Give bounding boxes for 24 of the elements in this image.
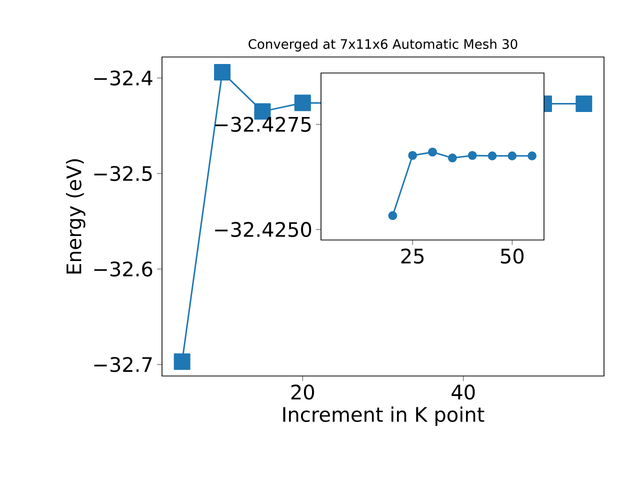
point (508, 151, 517, 160)
x-tick-label: 25 (401, 248, 424, 264)
y-tick-label: −32.6 (94, 261, 152, 277)
point (408, 151, 418, 160)
y-tick-label: −32.4 (94, 70, 152, 86)
point (388, 211, 398, 220)
x-tick-label: 50 (500, 248, 524, 264)
point (576, 96, 592, 112)
point (448, 154, 457, 162)
point (294, 94, 311, 112)
point (428, 148, 437, 157)
point (468, 151, 477, 160)
point (488, 151, 497, 160)
y-tick-label: −32.4250 (215, 222, 312, 238)
chart-title: Converged at 7x11x6 Automatic Mesh 30 (248, 38, 518, 52)
y-tick-label: −32.7 (94, 356, 152, 372)
point (214, 64, 231, 81)
x-tick-label: 40 (452, 384, 475, 400)
point (174, 353, 190, 370)
x-axis-title: Increment in K point (283, 406, 484, 426)
y-axis-title: Energy (eV) (66, 159, 86, 274)
point (528, 151, 537, 160)
x-tick-label: 20 (291, 384, 314, 400)
y-tick-label: −32.5 (94, 166, 152, 182)
